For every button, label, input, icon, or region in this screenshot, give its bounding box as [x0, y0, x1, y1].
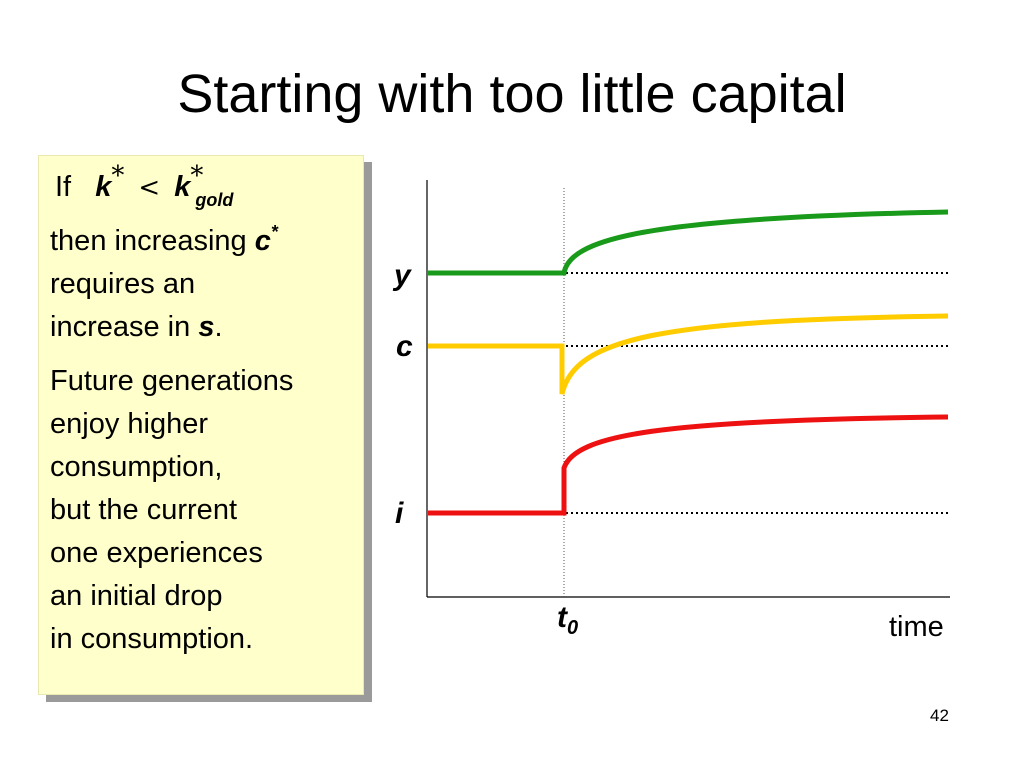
- requires-line: requires an: [50, 268, 196, 300]
- t0-label: t0: [557, 601, 578, 639]
- k-gold-symbol: k*gold: [174, 161, 234, 210]
- para2-line: but the current: [50, 494, 237, 526]
- increasing-c-line: then increasing c*: [50, 222, 278, 257]
- condition-line: If k* < k*gold: [55, 161, 234, 210]
- if-word: If: [55, 171, 72, 203]
- para2-line: enjoy higher: [50, 408, 208, 440]
- c-star-symbol: c*: [254, 222, 278, 257]
- page-number: 42: [930, 706, 949, 725]
- para2-line: consumption,: [50, 451, 223, 483]
- i-label: i: [395, 497, 404, 530]
- c-label: c: [396, 330, 413, 363]
- note-box: If k* < k*gold then increasing c* requir…: [38, 155, 364, 695]
- less-than-symbol: <: [138, 173, 161, 203]
- s-symbol: s: [198, 311, 215, 343]
- para2-line: Future generations: [50, 365, 294, 397]
- para2-line: an initial drop: [50, 580, 223, 612]
- time-axis-label: time: [889, 611, 944, 643]
- k-star-symbol: k*: [95, 161, 125, 203]
- c-path: [428, 313, 949, 395]
- increase-s-line: increase in s.: [50, 311, 223, 343]
- para2-line: one experiences: [50, 537, 263, 569]
- i-path: [428, 414, 949, 516]
- slide-title: Starting with too little capital: [177, 64, 847, 124]
- y-label: y: [392, 259, 412, 292]
- y-path: [428, 209, 949, 276]
- para2-line: in consumption.: [50, 623, 254, 655]
